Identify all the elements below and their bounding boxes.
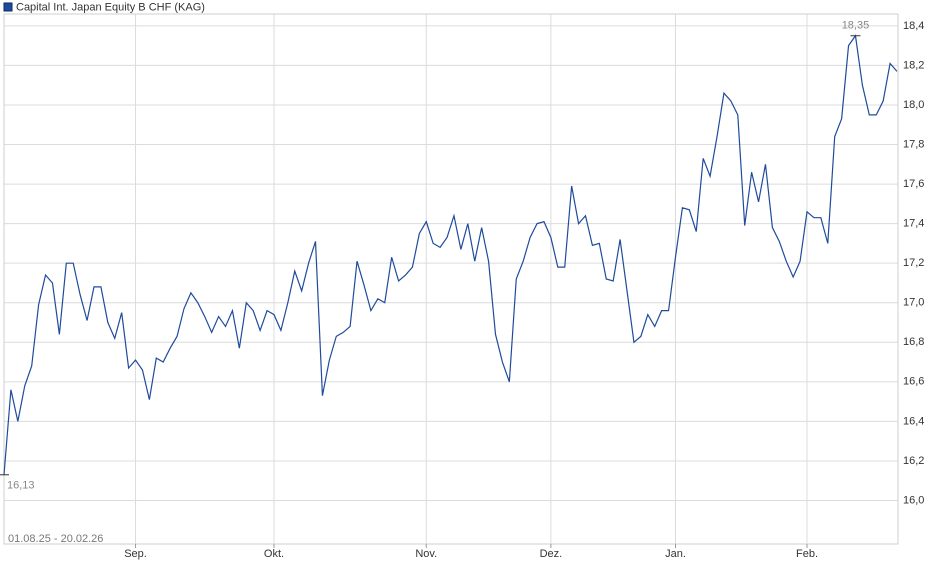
x-tick-label: Feb.	[796, 548, 818, 560]
y-tick-label: 17,2	[903, 257, 924, 269]
y-tick-label: 16,2	[903, 455, 924, 467]
y-tick-label: 17,0	[903, 297, 924, 309]
x-tick-label: Nov.	[415, 548, 437, 560]
x-tick-label: Dez.	[540, 548, 563, 560]
y-tick-label: 18,0	[903, 99, 924, 111]
value-label: 18,35	[842, 20, 870, 32]
x-tick-label: Sep.	[124, 548, 147, 560]
y-tick-label: 16,0	[903, 494, 924, 506]
x-tick-label: Okt.	[264, 548, 284, 560]
y-tick-label: 18,4	[903, 20, 924, 32]
y-tick-label: 17,4	[903, 218, 924, 230]
price-line	[3, 34, 898, 475]
y-tick-label: 17,6	[903, 178, 924, 190]
y-tick-label: 16,6	[903, 376, 924, 388]
plot-frame	[3, 13, 899, 545]
legend-swatch	[3, 2, 13, 12]
period-label: 01.08.25 - 20.02.26	[8, 533, 103, 545]
x-tick-label: Jan.	[665, 548, 686, 560]
y-tick-label: 16,4	[903, 415, 924, 427]
y-tick-label: 16,8	[903, 336, 924, 348]
legend-label: Capital Int. Japan Equity B CHF (KAG)	[16, 1, 205, 13]
y-tick-label: 18,2	[903, 59, 924, 71]
y-tick-label: 17,8	[903, 138, 924, 150]
value-label: 16,13	[7, 480, 35, 492]
